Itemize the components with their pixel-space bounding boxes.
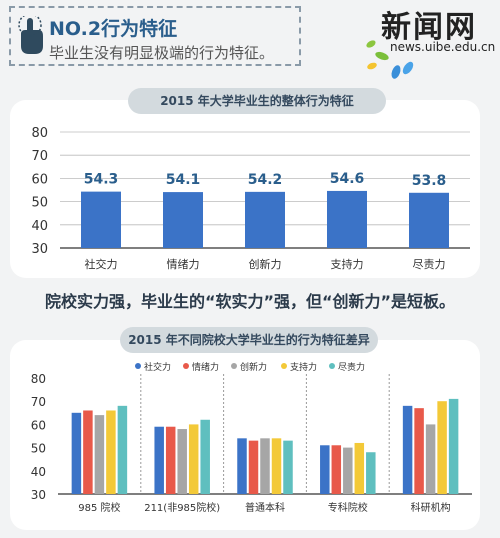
- x-tick-label: 科研机构: [411, 501, 451, 514]
- bar: [106, 410, 116, 494]
- legend-label: 尽责力: [338, 361, 365, 373]
- y-tick-label: 40: [31, 219, 48, 234]
- bar: [437, 401, 447, 494]
- y-tick-label: 80: [31, 126, 48, 141]
- legend-label: 社交力: [144, 361, 171, 373]
- bar: [245, 191, 285, 248]
- bar: [331, 445, 342, 494]
- section-subtitle: 毕业生没有明显极端的行为特征。: [49, 44, 275, 62]
- y-tick-label: 50: [31, 196, 48, 211]
- y-tick-label: 80: [31, 372, 46, 386]
- data-label: 54.1: [166, 172, 201, 188]
- bar: [165, 426, 176, 494]
- legend-marker: [183, 363, 189, 369]
- y-tick-label: 60: [31, 418, 46, 432]
- legend-label: 支持力: [290, 361, 317, 373]
- bar: [402, 405, 413, 494]
- bar: [366, 452, 376, 494]
- legend-marker: [329, 363, 335, 369]
- bar: [260, 438, 270, 494]
- bar: [425, 424, 436, 494]
- data-label: 54.6: [330, 171, 365, 187]
- chart2-title: 2015 年不同院校大学毕业生的行为特征差异: [120, 327, 378, 353]
- x-tick-label: 创新力: [249, 257, 282, 271]
- bar: [414, 408, 424, 494]
- y-tick-label: 50: [31, 442, 46, 456]
- bar: [271, 438, 282, 494]
- bar: [343, 447, 353, 494]
- legend-marker: [231, 363, 237, 369]
- y-tick-label: 30: [31, 488, 46, 502]
- bar: [163, 192, 203, 248]
- leaves-decoration-icon: [366, 40, 414, 79]
- y-tick-label: 30: [31, 242, 48, 257]
- section-header: NO.2行为特征 毕业生没有明显极端的行为特征。: [9, 6, 301, 66]
- bar: [320, 445, 330, 494]
- y-tick-label: 70: [31, 149, 48, 164]
- bar: [283, 440, 293, 494]
- data-label: 53.8: [412, 173, 447, 189]
- x-tick-label: 985 院校: [78, 501, 120, 514]
- bar: [94, 415, 105, 494]
- bar: [71, 412, 82, 494]
- bar: [154, 426, 164, 494]
- y-tick-label: 70: [31, 395, 46, 409]
- bar: [188, 424, 199, 494]
- bar: [117, 405, 128, 494]
- y-tick-label: 40: [31, 465, 46, 479]
- middle-statement: 院校实力强，毕业生的“软实力”强，但“创新力”是短板。: [44, 292, 456, 311]
- legend-marker: [135, 363, 141, 369]
- bar: [200, 419, 210, 494]
- bar: [448, 398, 459, 494]
- bar: [327, 190, 367, 248]
- bar: [248, 440, 259, 494]
- site-logo: 新闻网: [381, 10, 477, 45]
- bar: [354, 442, 365, 494]
- legend-label: 情绪力: [192, 361, 219, 373]
- y-tick-label: 60: [31, 172, 48, 187]
- legend-marker: [281, 363, 287, 369]
- x-tick-label: 尽责力: [413, 258, 446, 271]
- bar: [237, 438, 247, 494]
- x-tick-label: 普通本科: [245, 501, 285, 514]
- section-title: NO.2行为特征: [49, 18, 178, 40]
- legend-label: 创新力: [240, 361, 267, 373]
- data-label: 54.2: [248, 172, 283, 188]
- bar: [409, 192, 449, 248]
- chart1-title: 2015 年大学毕业生的整体行为特征: [128, 88, 386, 114]
- x-tick-label: 支持力: [331, 257, 364, 271]
- site-url: news.uibe.edu.cn: [390, 40, 496, 54]
- data-label: 54.3: [84, 172, 119, 188]
- bar: [81, 191, 121, 248]
- x-tick-label: 情绪力: [167, 257, 200, 271]
- pointing-hand-icon: [18, 16, 43, 54]
- bar: [177, 429, 187, 494]
- x-tick-label: 专科院校: [328, 501, 368, 514]
- bar: [83, 410, 93, 494]
- x-tick-label: 社交力: [85, 257, 118, 271]
- x-tick-label: 211(非985院校): [144, 501, 220, 514]
